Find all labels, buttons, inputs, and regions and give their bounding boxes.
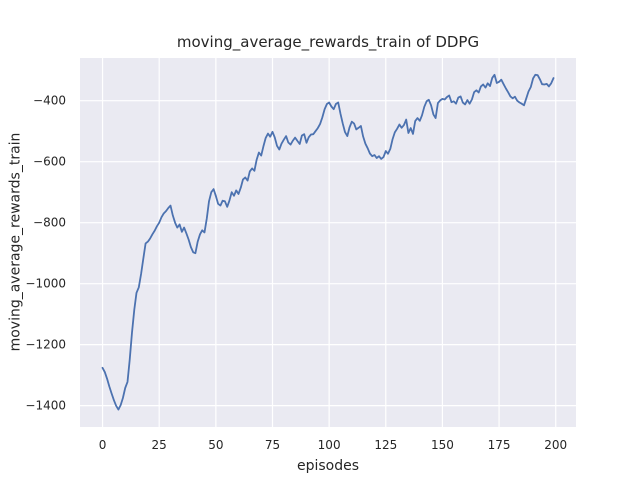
x-tick-label: 125 [374,438,397,452]
y-tick-label: −1000 [25,277,66,291]
x-tick-label: 150 [431,438,454,452]
x-tick-label: 100 [318,438,341,452]
gridline-layer [80,58,576,427]
y-tick-label: −600 [33,155,66,169]
x-tick-label: 175 [488,438,511,452]
y-tick-label: −1200 [25,338,66,352]
x-axis-label: episodes [297,458,359,474]
y-axis-label: moving_average_rewards_train [7,133,23,352]
tick-label-layer: 0 25 50 75 100 125 150 175 200 −400 −600 −800 −1000 −… [25,94,567,452]
plot-background-layer [80,58,576,427]
plot-background [80,58,576,427]
y-tick-label: −400 [33,94,66,108]
y-tick-label: −800 [33,216,66,230]
y-tick-label: −1400 [25,399,66,413]
chart-title: moving_average_rewards_train of DDPG [177,33,479,52]
x-tick-label: 25 [152,438,167,452]
x-tick-label: 75 [265,438,280,452]
series-line-moving_average_rewards_train [101,73,555,411]
x-tick-label: 50 [208,438,223,452]
x-tick-label: 200 [544,438,567,452]
series-layer [101,73,555,411]
x-tick-label: 0 [99,438,107,452]
